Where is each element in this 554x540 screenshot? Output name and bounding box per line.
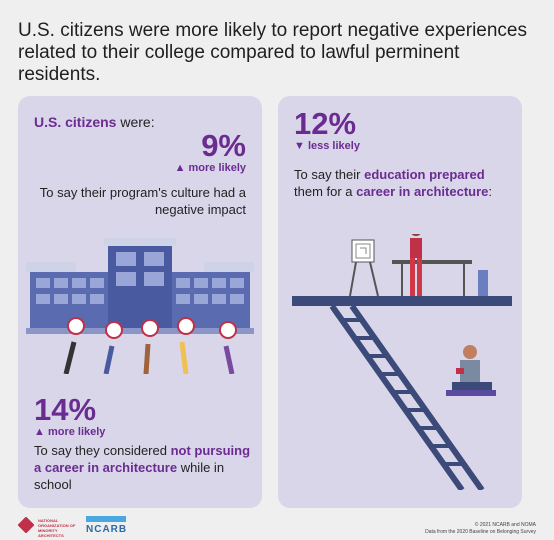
- stat-more-likely-culture: 9% ▲ more likely: [174, 128, 246, 175]
- noma-mark-icon: [18, 517, 34, 533]
- stat-value: 12%: [294, 106, 357, 141]
- desc-post: while in school: [34, 460, 225, 492]
- stat-value: 9%: [201, 128, 246, 163]
- noma-text: NATIONAL ORGANIZATION OF MINORITY ARCHIT…: [38, 518, 76, 538]
- ncarb-bar: [86, 516, 126, 522]
- stat-more-likely-not-pursuing: 14% ▲ more likely: [34, 392, 106, 439]
- stat-direction: ▲ more likely: [174, 162, 246, 174]
- left-lead: U.S. citizens were:: [34, 114, 155, 130]
- desc-pre: To say they considered: [34, 443, 171, 458]
- stat-less-likely-prepared: 12% ▼ less likely: [294, 106, 360, 153]
- desc-mid: them for a: [294, 184, 357, 199]
- desc-strong-2: career in architecture: [356, 184, 489, 199]
- noma-logo: NATIONAL ORGANIZATION OF MINORITY ARCHIT…: [18, 516, 80, 538]
- desc-strong: not pursuing a career in architecture: [34, 443, 251, 475]
- lead-strong: U.S. citizens: [34, 114, 117, 130]
- ncarb-text: NCARB: [86, 524, 128, 535]
- footnote: © 2021 NCARB and NOMA Data from the 2020…: [425, 522, 536, 536]
- footnote-copyright: © 2021 NCARB and NOMA: [474, 522, 536, 528]
- stat-description: To say their education prepared them for…: [294, 166, 510, 200]
- lead-rest: were:: [116, 114, 155, 130]
- stat-description: To say they considered not pursuing a ca…: [34, 442, 254, 493]
- ladder-illustration: [292, 234, 512, 490]
- desc-pre: To say their: [294, 167, 365, 182]
- footnote-source: Data from the 2020 Baseline on Belonging…: [425, 529, 536, 535]
- desc-post: :: [488, 184, 492, 199]
- left-panel: U.S. citizens were: 9% ▲ more likely To …: [18, 96, 262, 508]
- school-building-illustration: [26, 238, 254, 374]
- right-panel: 12% ▼ less likely To say their education…: [278, 96, 522, 508]
- desc-strong-1: education prepared: [364, 167, 485, 182]
- stat-description: To say their program's culture had a neg…: [39, 185, 246, 217]
- stat-value: 14%: [34, 392, 97, 427]
- stat-direction: ▼ less likely: [294, 140, 360, 152]
- ncarb-logo: NCARB: [86, 516, 127, 535]
- page-headline: U.S. citizens were more likely to report…: [18, 20, 528, 85]
- stat-direction: ▲ more likely: [34, 426, 106, 438]
